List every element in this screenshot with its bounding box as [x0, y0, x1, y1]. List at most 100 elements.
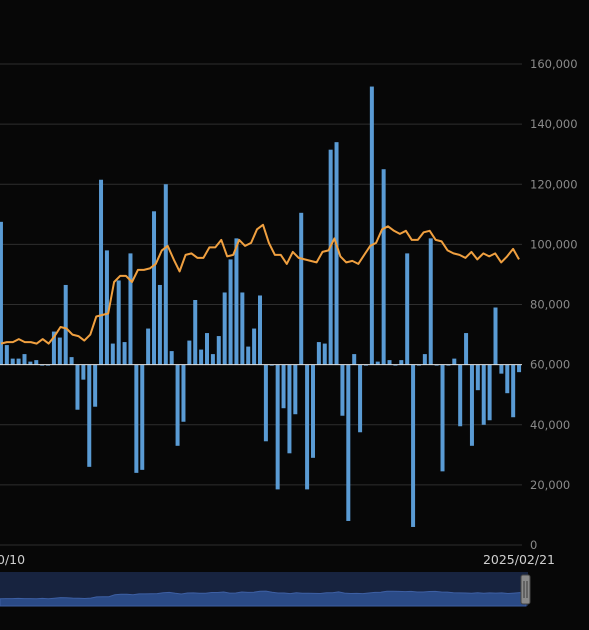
bar	[405, 253, 410, 365]
bar	[475, 364, 480, 391]
bar	[199, 349, 204, 365]
navigator-area	[0, 590, 527, 607]
bar	[281, 364, 286, 409]
bar	[205, 333, 210, 365]
bar	[63, 284, 68, 365]
bar	[128, 253, 133, 365]
y-tick-label: 80,000	[530, 298, 570, 312]
bar	[240, 292, 245, 365]
y-tick-label: 140,000	[530, 117, 578, 131]
bar	[334, 142, 339, 365]
bar	[22, 354, 27, 365]
bar	[399, 360, 404, 365]
bar	[258, 295, 262, 365]
bar	[104, 250, 109, 365]
bar	[40, 364, 45, 366]
bar	[387, 360, 392, 365]
bar	[269, 364, 274, 366]
bar	[293, 364, 298, 415]
bar	[81, 364, 86, 380]
bar	[458, 364, 463, 427]
bar	[517, 364, 522, 373]
bar	[511, 364, 516, 418]
bar	[87, 364, 92, 467]
bar	[252, 328, 257, 365]
bar	[122, 342, 127, 365]
bar	[493, 307, 498, 365]
bar	[175, 364, 180, 446]
line-series	[0, 223, 520, 345]
y-tick-label: 40,000	[530, 418, 570, 432]
bar	[210, 354, 215, 365]
x-start-label: 0/10	[0, 552, 25, 567]
bar	[4, 345, 9, 365]
bar	[246, 346, 251, 365]
bar	[358, 364, 363, 433]
bar	[416, 364, 421, 366]
bar	[110, 343, 115, 365]
bar	[275, 364, 280, 490]
x-end-label: 2025/02/21	[483, 552, 555, 567]
bar	[134, 364, 139, 473]
y-tick-label: 160,000	[530, 57, 578, 71]
bar	[75, 364, 80, 410]
y-tick-label: 100,000	[530, 237, 578, 251]
bar	[169, 351, 174, 365]
bar	[328, 149, 333, 365]
bar	[287, 364, 292, 454]
bar	[140, 364, 145, 470]
bar	[152, 211, 157, 365]
bar	[440, 364, 445, 472]
bar	[422, 354, 427, 365]
bar	[181, 364, 186, 422]
bar	[411, 364, 416, 527]
bar	[352, 354, 357, 365]
bar	[57, 337, 62, 365]
navigator[interactable]	[0, 572, 531, 607]
bar	[163, 184, 168, 365]
bar	[99, 179, 104, 365]
bar	[363, 364, 368, 366]
bar	[216, 336, 221, 365]
bar	[93, 364, 98, 407]
bar	[34, 360, 39, 365]
bar	[464, 333, 469, 365]
bar	[28, 361, 33, 365]
bar	[222, 292, 227, 365]
bar	[16, 358, 21, 365]
bar	[487, 364, 492, 421]
bar	[346, 364, 351, 521]
bar	[146, 328, 151, 365]
bar	[452, 358, 457, 365]
bar	[499, 364, 504, 374]
bar	[434, 364, 439, 366]
bar	[505, 364, 510, 394]
bar	[322, 343, 327, 365]
y-axis: 160,000 140,000 120,000 100,000 80,000 60,000…	[530, 57, 578, 552]
bar-series	[0, 86, 522, 527]
bar	[369, 86, 374, 365]
y-tick-label: 20,000	[530, 478, 570, 492]
bar	[481, 364, 486, 425]
bar	[305, 364, 310, 490]
navigator-handle-right[interactable]	[520, 574, 531, 605]
bar	[381, 169, 386, 365]
bar	[316, 342, 321, 365]
y-tick-label: 120,000	[530, 177, 578, 191]
bar	[157, 284, 162, 365]
bar	[469, 364, 474, 446]
bar	[187, 340, 192, 365]
bar	[428, 238, 433, 365]
bar	[46, 364, 51, 366]
y-tick-label: 60,000	[530, 358, 570, 372]
bar	[340, 364, 345, 416]
bar	[51, 331, 56, 365]
bar	[116, 280, 121, 365]
bar	[375, 361, 380, 365]
bar	[263, 364, 268, 442]
bar	[69, 357, 74, 365]
bar	[299, 212, 304, 365]
bar	[310, 364, 315, 458]
bar	[228, 259, 233, 365]
